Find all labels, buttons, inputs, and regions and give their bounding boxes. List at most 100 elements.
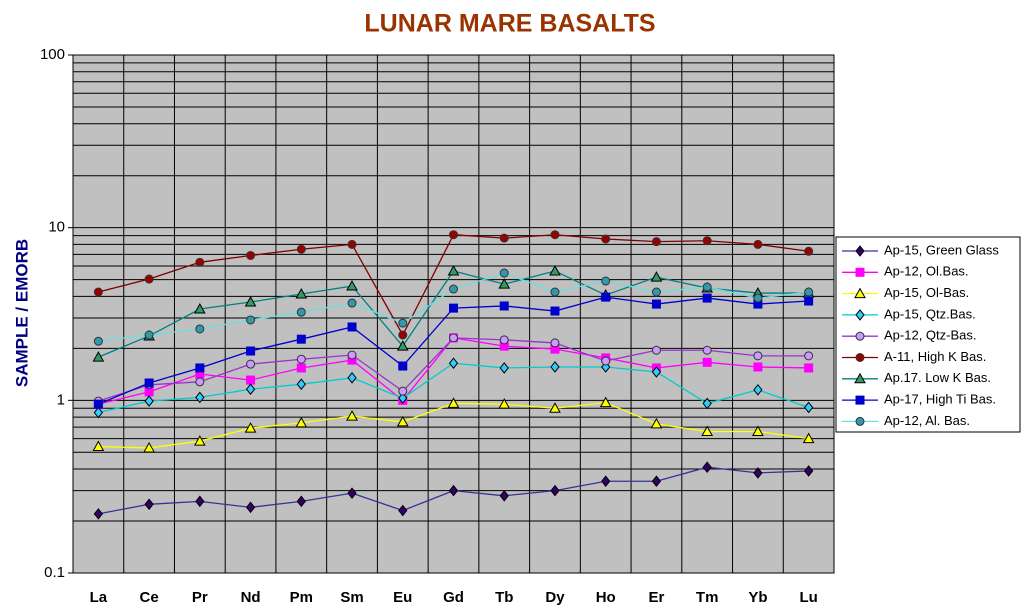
legend-label: A-11, High K Bas. xyxy=(884,349,986,364)
marker xyxy=(296,378,306,391)
marker xyxy=(398,318,408,328)
legend-label: Ap-15, Green Glass xyxy=(884,242,999,257)
plot-border xyxy=(72,54,835,574)
marker xyxy=(601,234,611,244)
marker xyxy=(753,362,763,372)
x-tick-label: Tb xyxy=(495,589,513,606)
marker xyxy=(804,287,814,297)
series xyxy=(92,396,815,453)
marker xyxy=(144,395,154,407)
marker xyxy=(347,239,357,249)
y-tick-label: 1 xyxy=(57,391,65,408)
marker xyxy=(246,250,256,260)
marker xyxy=(601,276,611,286)
legend-marker xyxy=(855,395,865,405)
series xyxy=(93,292,814,409)
marker xyxy=(449,284,458,294)
marker xyxy=(550,361,560,373)
x-tick-label: Dy xyxy=(545,589,565,606)
legend-label: Ap-17, High Ti Bas. xyxy=(884,392,996,407)
marker xyxy=(347,487,357,499)
x-tick-label: Er xyxy=(649,589,665,606)
legend-entry: Ap-12, Ol.Bas. xyxy=(842,264,969,279)
y-tick-label: 100 xyxy=(40,46,65,63)
marker xyxy=(93,508,104,520)
legend-marker xyxy=(855,245,865,257)
marker xyxy=(296,307,306,317)
legend-marker xyxy=(854,372,866,384)
marker xyxy=(296,354,306,364)
legend-label: Ap-15, Qtz.Bas. xyxy=(884,306,976,321)
marker xyxy=(499,268,509,278)
marker xyxy=(499,335,509,345)
marker xyxy=(499,362,509,374)
marker xyxy=(295,416,308,428)
marker xyxy=(195,257,205,267)
marker xyxy=(93,287,103,297)
marker xyxy=(245,501,256,514)
legend-marker xyxy=(855,353,865,362)
marker xyxy=(398,504,408,517)
marker xyxy=(244,422,257,433)
marker xyxy=(702,293,712,303)
marker xyxy=(447,397,460,408)
marker xyxy=(347,298,357,308)
marker xyxy=(93,399,103,409)
marker xyxy=(296,363,306,373)
marker xyxy=(550,338,560,348)
series xyxy=(93,268,814,346)
legend-marker xyxy=(855,331,865,341)
marker xyxy=(447,264,460,276)
marker xyxy=(296,244,306,254)
marker xyxy=(753,384,763,396)
x-tick-label: Yb xyxy=(748,589,767,606)
marker xyxy=(144,330,154,340)
chart-title: LUNAR MARE BASALTS xyxy=(364,10,655,38)
marker xyxy=(195,377,205,387)
x-tick-label: Tm xyxy=(696,589,719,606)
marker xyxy=(244,295,257,307)
marker xyxy=(752,425,764,436)
marker xyxy=(193,435,206,446)
x-tick-label: Nd xyxy=(241,589,261,606)
marker xyxy=(499,489,509,502)
series xyxy=(93,333,814,406)
marker xyxy=(702,461,712,473)
legend-label: Ap-12, Al. Bas. xyxy=(884,413,970,428)
marker xyxy=(651,299,661,309)
y-tick-label: 0.1 xyxy=(44,564,65,581)
marker xyxy=(347,322,357,332)
marker xyxy=(599,396,612,408)
legend-marker xyxy=(855,309,865,321)
marker xyxy=(193,302,206,314)
legend-entry: Ap-17, High Ti Bas. xyxy=(842,392,996,407)
legend-entry: Ap-15, Qtz.Bas. xyxy=(842,306,976,321)
legend-label: Ap-12, Ol.Bas. xyxy=(884,264,969,279)
marker xyxy=(651,345,661,355)
marker xyxy=(449,303,458,313)
legend-entry: Ap-12, Al. Bas. xyxy=(842,413,970,428)
marker xyxy=(753,239,763,249)
marker xyxy=(498,278,511,289)
marker xyxy=(601,356,611,366)
marker xyxy=(92,351,105,362)
marker xyxy=(246,315,256,325)
marker xyxy=(804,246,814,256)
legend-marker xyxy=(854,287,866,299)
x-tick-label: Pm xyxy=(290,589,313,606)
x-tick-label: Pr xyxy=(192,589,208,606)
marker xyxy=(702,345,712,355)
legend-marker xyxy=(855,416,865,426)
marker xyxy=(398,361,408,371)
marker xyxy=(753,351,763,361)
marker xyxy=(347,372,357,384)
marker xyxy=(499,233,509,243)
marker xyxy=(396,415,409,427)
marker xyxy=(144,274,154,284)
marker xyxy=(92,440,105,452)
x-tick-label: Sm xyxy=(340,589,363,606)
marker xyxy=(803,465,814,477)
marker xyxy=(346,410,358,421)
x-tick-label: Eu xyxy=(393,589,412,606)
